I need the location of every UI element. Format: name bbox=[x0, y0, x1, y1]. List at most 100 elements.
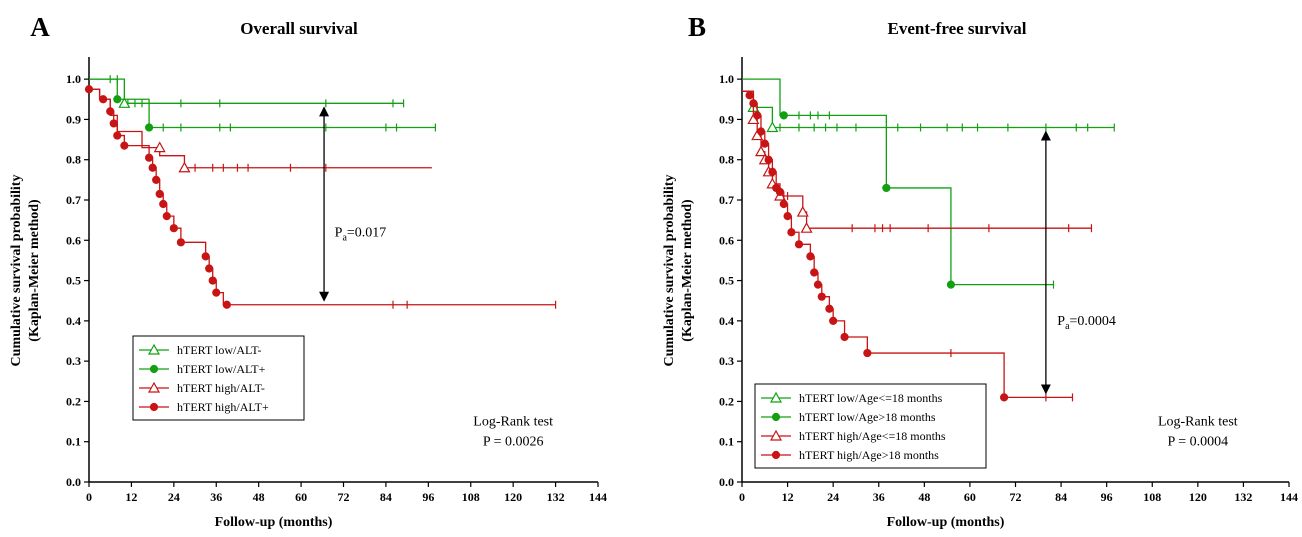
event-marker bbox=[155, 189, 164, 199]
event-marker bbox=[120, 141, 129, 150]
legend: hTERT low/ALT-hTERT low/ALT+ hTERT high/A… bbox=[132, 335, 305, 421]
event-marker bbox=[840, 332, 849, 342]
y-tick-label: 0.8 bbox=[66, 153, 81, 167]
y-tick-label: 0.8 bbox=[719, 153, 734, 167]
survival-curve bbox=[89, 78, 436, 129]
y-tick-label: 0.3 bbox=[66, 354, 81, 368]
legend-item-label: hTERT high/ALT- bbox=[177, 381, 265, 395]
y-tick-label: 0.1 bbox=[719, 435, 734, 449]
y-tick-label: 0.5 bbox=[719, 274, 734, 288]
event-marker bbox=[800, 221, 813, 233]
legend-swatch-marker bbox=[771, 412, 781, 422]
event-marker bbox=[806, 252, 815, 261]
x-tick-label: 132 bbox=[1234, 490, 1252, 504]
event-marker bbox=[882, 183, 891, 193]
p-value-label: Pa=0.0004 bbox=[1057, 314, 1116, 332]
series-2 bbox=[742, 78, 1055, 289]
x-tick-label: 108 bbox=[1143, 490, 1161, 504]
y-tick-label: 0.2 bbox=[66, 394, 81, 408]
event-marker bbox=[144, 153, 154, 162]
event-marker bbox=[208, 276, 217, 285]
event-marker bbox=[144, 123, 154, 132]
event-marker bbox=[745, 91, 754, 100]
event-marker bbox=[205, 264, 214, 273]
legend-item-label: hTERT low/Age>18 months bbox=[799, 410, 936, 424]
event-marker bbox=[863, 348, 872, 358]
event-marker bbox=[787, 228, 796, 237]
x-tick-label: 24 bbox=[168, 490, 180, 504]
event-marker bbox=[148, 163, 157, 172]
legend-swatch-marker bbox=[769, 429, 783, 441]
panel-letter: A bbox=[30, 12, 50, 42]
legend-swatch-marker bbox=[769, 391, 783, 403]
survival-curve bbox=[742, 90, 1092, 229]
event-marker bbox=[201, 252, 210, 261]
legend-swatch-marker bbox=[149, 402, 159, 412]
x-tick-label: 0 bbox=[86, 490, 92, 504]
x-tick-label: 60 bbox=[295, 490, 307, 504]
y-tick-label: 0.9 bbox=[719, 112, 734, 126]
event-marker bbox=[779, 111, 788, 120]
event-marker bbox=[222, 300, 231, 309]
event-marker bbox=[825, 304, 834, 313]
event-marker bbox=[813, 280, 823, 289]
y-tick-label: 0.1 bbox=[66, 435, 81, 449]
y-tick-label: 0.7 bbox=[66, 193, 81, 207]
survival-curve bbox=[742, 90, 1115, 129]
event-marker bbox=[178, 161, 191, 173]
event-marker bbox=[766, 121, 779, 133]
chart-title: Event-free survival bbox=[888, 19, 1027, 38]
event-marker bbox=[796, 205, 809, 217]
event-marker bbox=[113, 131, 122, 140]
event-marker bbox=[153, 141, 166, 153]
legend-item-label: hTERT low/Age<=18 months bbox=[799, 391, 943, 405]
event-marker bbox=[118, 97, 131, 108]
event-marker bbox=[99, 95, 108, 104]
x-tick-label: 36 bbox=[873, 490, 885, 504]
y-tick-label: 0.9 bbox=[66, 112, 81, 126]
x-tick-label: 12 bbox=[782, 490, 794, 504]
y-axis-label-line2: (Kaplan-Meier method) bbox=[680, 199, 695, 342]
event-marker bbox=[169, 224, 178, 233]
x-tick-label: 120 bbox=[504, 490, 522, 504]
y-tick-label: 0.6 bbox=[66, 233, 81, 247]
survival-curve bbox=[89, 88, 432, 169]
event-marker bbox=[775, 187, 785, 197]
series-1 bbox=[742, 90, 1115, 133]
legend-item-label: hTERT high/Age<=18 months bbox=[799, 429, 946, 443]
panel-letter: B bbox=[688, 12, 706, 42]
event-marker bbox=[84, 85, 94, 94]
y-tick-label: 0.6 bbox=[719, 233, 734, 247]
x-tick-label: 84 bbox=[1055, 490, 1067, 504]
y-tick-label: 1.0 bbox=[66, 72, 81, 86]
event-marker bbox=[794, 240, 804, 249]
panel-a-chart: A Overall survival 0.0 0.1 0.2 0.3 0.4 0.5 0.6 0.… bbox=[9, 12, 607, 530]
legend-item-label: hTERT high/ALT+ bbox=[177, 400, 269, 414]
x-tick-label: 24 bbox=[827, 490, 839, 504]
legend-item-label: hTERT low/ALT+ bbox=[177, 362, 266, 376]
event-marker bbox=[749, 99, 758, 108]
y-tick-label: 0.2 bbox=[719, 394, 734, 408]
x-tick-label: 144 bbox=[589, 490, 607, 504]
chart-title: Overall survival bbox=[240, 19, 358, 38]
x-tick-label: 96 bbox=[1101, 490, 1113, 504]
x-tick-label: 60 bbox=[964, 490, 976, 504]
event-marker bbox=[113, 95, 122, 104]
series-2 bbox=[89, 78, 437, 132]
event-marker bbox=[754, 145, 768, 157]
event-marker bbox=[106, 107, 115, 116]
event-marker bbox=[946, 280, 956, 289]
event-marker bbox=[768, 167, 777, 176]
legend-item-label: hTERT high/Age>18 months bbox=[799, 448, 939, 462]
x-tick-label: 84 bbox=[380, 490, 392, 504]
y-tick-label: 0.4 bbox=[719, 314, 734, 328]
log-rank-label: Log-Rank test bbox=[1158, 415, 1238, 430]
event-marker bbox=[212, 288, 221, 297]
y-tick-label: 0.5 bbox=[66, 274, 81, 288]
x-tick-label: 132 bbox=[547, 490, 565, 504]
event-marker bbox=[756, 127, 766, 136]
x-axis-label: Follow-up (months) bbox=[887, 515, 1005, 530]
legend-swatch-marker bbox=[147, 343, 161, 355]
legend-swatch-marker bbox=[149, 364, 159, 374]
y-axis-label-line1: Cumulative survival probability bbox=[662, 175, 677, 367]
